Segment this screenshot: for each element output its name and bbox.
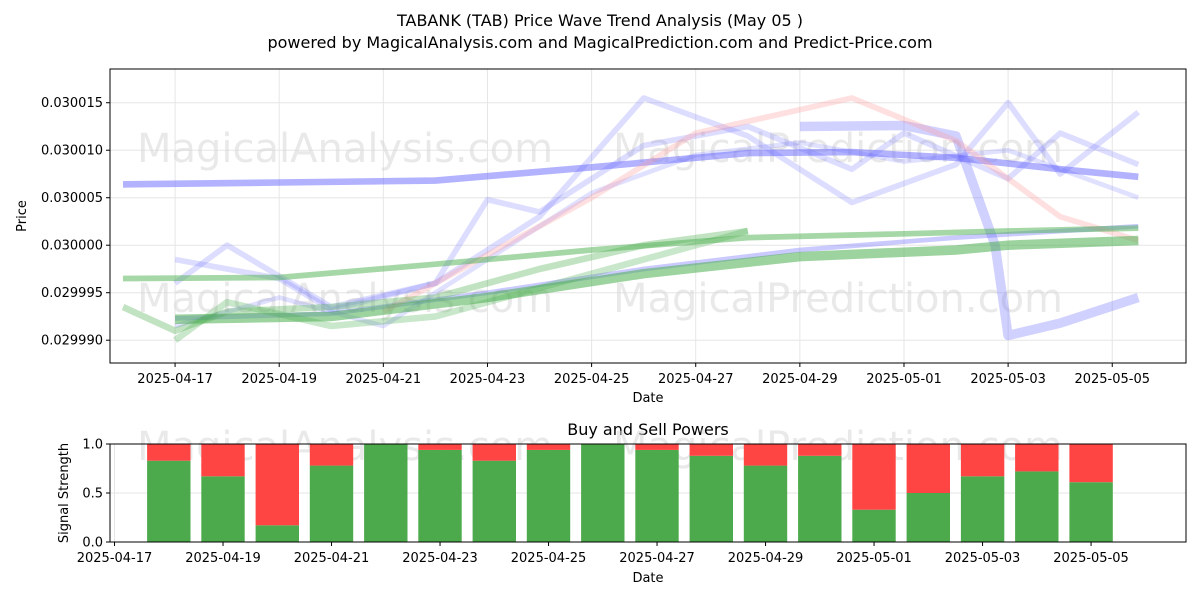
- sell-bar: [689, 444, 733, 456]
- price-y-tick-label: 0.030005: [41, 191, 103, 206]
- price-x-tick-label: 2025-04-25: [554, 372, 630, 387]
- sell-bar: [798, 444, 842, 456]
- buy-bar: [798, 455, 842, 542]
- signal-x-ticks: 2025-04-17 2025-04-19 2025-04-21 2025-04-23…: [77, 542, 1129, 566]
- buy-bar: [906, 493, 950, 542]
- price-x-tick-label: 2025-04-23: [450, 372, 526, 387]
- chart-title: TABANK (TAB) Price Wave Trend Analysis (…: [396, 11, 803, 30]
- price-y-axis-label: Price: [15, 200, 30, 232]
- buy-sell-title: Buy and Sell Powers: [567, 420, 729, 439]
- buy-bar: [147, 460, 191, 542]
- signal-y-tick-label: 0.5: [82, 487, 103, 502]
- buy-bar: [418, 449, 462, 542]
- sell-bar: [472, 444, 516, 461]
- buy-bar: [472, 460, 516, 542]
- buy-sell-chart: Buy and Sell Powers MagicalAnalysis.com …: [57, 420, 1187, 586]
- price-x-axis-label: Date: [632, 391, 663, 406]
- price-x-tick-label: 2025-05-01: [866, 372, 942, 387]
- sell-bar: [960, 444, 1005, 477]
- price-series: [121, 95, 1141, 343]
- buy-bar: [201, 476, 245, 542]
- buy-bar: [364, 444, 408, 542]
- signal-bars: [147, 444, 1113, 542]
- price-y-ticks: 0.029990 0.029995 0.030000 0.030005 0.030010…: [41, 96, 110, 349]
- buy-bar: [1069, 482, 1113, 542]
- price-x-tick-label: 2025-04-21: [346, 372, 422, 387]
- buy-bar: [255, 525, 299, 542]
- price-x-tick-label: 2025-04-19: [241, 372, 317, 387]
- price-y-tick-label: 0.030010: [41, 144, 103, 159]
- signal-x-tick-label: 2025-04-25: [511, 551, 587, 566]
- price-y-tick-label: 0.029990: [41, 334, 103, 349]
- signal-x-tick-label: 2025-04-19: [185, 551, 261, 566]
- sell-bar: [147, 444, 191, 461]
- watermark-prediction-mid: MagicalPrediction.com: [613, 276, 1063, 322]
- series-blue-wave-1: [174, 123, 1140, 313]
- signal-x-tick-label: 2025-04-23: [402, 551, 478, 566]
- price-wave-chart: MagicalAnalysis.com MagicalPrediction.co…: [15, 68, 1187, 406]
- signal-x-tick-label: 2025-05-05: [1053, 551, 1129, 566]
- sell-bar: [852, 444, 896, 510]
- sell-bar: [635, 444, 679, 450]
- series-red-band: [381, 95, 1140, 315]
- signal-y-tick-label: 1.0: [82, 438, 103, 453]
- sell-bar: [526, 444, 571, 450]
- series-green-lower-band: [175, 235, 1139, 325]
- buy-bar: [689, 455, 733, 542]
- price-y-tick-label: 0.029995: [41, 286, 103, 301]
- price-x-tick-label: 2025-04-27: [658, 372, 734, 387]
- signal-x-tick-label: 2025-04-21: [294, 551, 370, 566]
- buy-bar: [526, 449, 571, 542]
- sell-bar: [255, 444, 299, 526]
- sell-bar: [906, 444, 950, 493]
- price-x-tick-label: 2025-04-29: [762, 372, 838, 387]
- price-axes-frame: [109, 68, 1187, 364]
- buy-bar: [309, 465, 354, 542]
- sell-bar: [1015, 444, 1059, 472]
- signal-y-ticks: 0.0 0.5 1.0: [82, 438, 110, 551]
- sell-bar: [418, 444, 462, 450]
- series-blue-wave-2: [173, 95, 1141, 310]
- signal-x-tick-label: 2025-05-03: [945, 551, 1021, 566]
- price-y-tick-label: 0.030015: [41, 96, 103, 111]
- sell-bar: [201, 444, 245, 477]
- buy-bar: [581, 444, 625, 542]
- buy-bar: [960, 476, 1005, 542]
- signal-y-tick-label: 0.0: [82, 536, 103, 551]
- price-x-ticks: 2025-04-17 2025-04-19 2025-04-21 2025-04-23…: [137, 363, 1150, 387]
- buy-bar: [635, 449, 679, 542]
- signal-x-tick-label: 2025-04-27: [619, 551, 695, 566]
- sell-bar: [743, 444, 788, 466]
- signal-x-tick-label: 2025-05-01: [836, 551, 912, 566]
- sell-bar: [309, 444, 354, 466]
- buy-bar: [743, 465, 788, 542]
- buy-bar: [852, 509, 896, 542]
- chart-subtitle: powered by MagicalAnalysis.com and Magic…: [267, 33, 932, 52]
- signal-x-tick-label: 2025-04-17: [77, 551, 153, 566]
- series-blue-upper-band: [122, 148, 1139, 188]
- signal-x-tick-label: 2025-04-29: [728, 551, 804, 566]
- price-y-tick-label: 0.030000: [41, 239, 103, 254]
- price-x-tick-label: 2025-05-03: [970, 372, 1046, 387]
- series-green-upper-band: [122, 225, 1139, 282]
- signal-y-axis-label: Signal Strength: [57, 443, 72, 543]
- watermark-analysis-top: MagicalAnalysis.com: [137, 126, 553, 172]
- signal-x-axis-label: Date: [632, 571, 663, 586]
- buy-bar: [1015, 471, 1059, 542]
- series-green-wave-2: [173, 227, 749, 343]
- series-green-wave-1: [121, 227, 749, 334]
- price-x-tick-label: 2025-05-05: [1074, 372, 1150, 387]
- sell-bar: [1069, 444, 1113, 483]
- price-x-tick-label: 2025-04-17: [137, 372, 213, 387]
